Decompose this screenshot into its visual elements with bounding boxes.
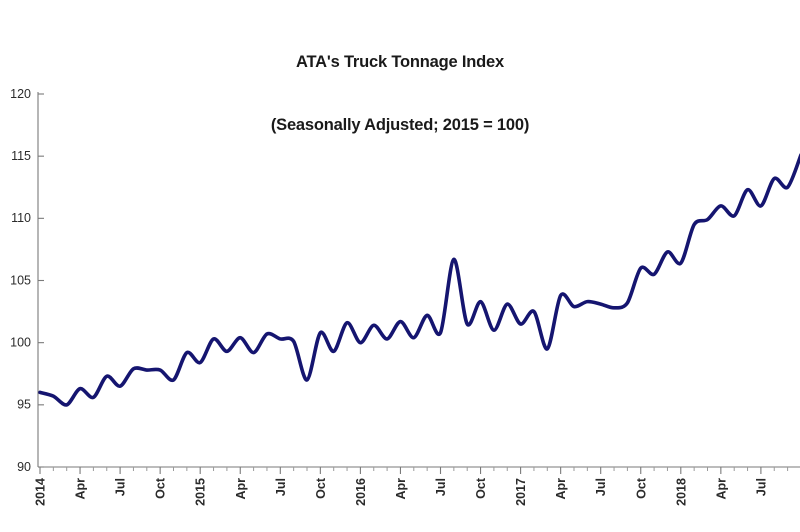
y-tick-label: 120 bbox=[10, 87, 31, 101]
x-tick-label: Jul bbox=[434, 478, 448, 496]
x-tick-label: Apr bbox=[714, 478, 728, 500]
x-tick-label: Apr bbox=[554, 478, 568, 500]
chart-title-line-2: (Seasonally Adjusted; 2015 = 100) bbox=[270, 116, 530, 134]
chart-title: ATA's Truck Tonnage Index (Seasonally Ad… bbox=[0, 10, 800, 178]
x-tick-label: Jul bbox=[274, 478, 288, 496]
x-tick-label: Apr bbox=[394, 478, 408, 500]
x-tick-label: 2018 bbox=[674, 478, 688, 506]
x-tick-label: Jul bbox=[754, 478, 768, 496]
x-tick-label: 2017 bbox=[514, 478, 528, 506]
y-axis: 90 95 100 105 110 115 120 bbox=[10, 87, 44, 474]
data-series-group bbox=[38, 153, 800, 407]
chart-title-line-1: ATA's Truck Tonnage Index bbox=[296, 53, 504, 71]
y-tick-label: 115 bbox=[11, 149, 31, 163]
x-tick-label: Jul bbox=[114, 478, 128, 496]
x-tick-label: Apr bbox=[234, 478, 248, 500]
x-tick-label: Oct bbox=[314, 477, 328, 499]
y-tick-label: 105 bbox=[10, 273, 31, 287]
x-tick-label: Oct bbox=[474, 477, 488, 499]
x-tick-label: Oct bbox=[154, 477, 168, 499]
x-tick-label: 2015 bbox=[194, 478, 208, 506]
y-tick-label: 110 bbox=[11, 211, 31, 225]
x-tick-label: Jul bbox=[594, 478, 608, 496]
data-line-ata-truck-tonnage-index bbox=[38, 153, 800, 407]
y-tick-label: 95 bbox=[17, 398, 31, 412]
y-tick-label: 90 bbox=[17, 460, 31, 474]
x-tick-label: 2014 bbox=[34, 478, 48, 506]
x-tick-label: 2016 bbox=[354, 478, 368, 506]
x-tick-label: Oct bbox=[634, 477, 648, 499]
y-tick-label: 100 bbox=[10, 335, 31, 349]
x-axis: 2014 Apr Jul Oct 2015 Apr Jul Oct 2016 Apr Jul Oct 2… bbox=[34, 466, 800, 506]
x-tick-label: Apr bbox=[74, 478, 88, 500]
